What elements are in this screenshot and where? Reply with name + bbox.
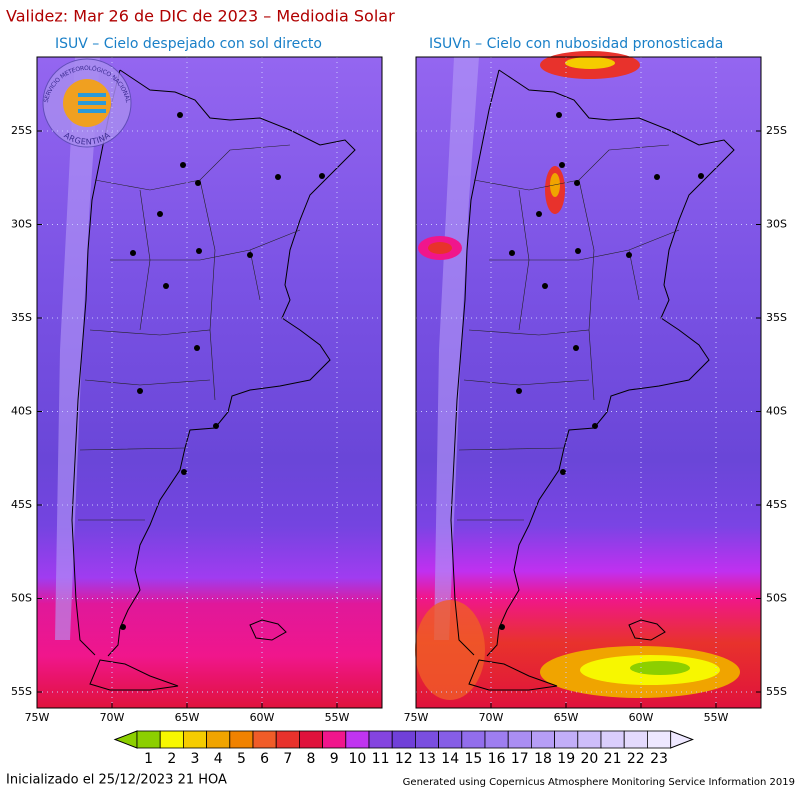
lon-label: 55W [704, 711, 729, 724]
lat-label: 30S [11, 218, 32, 231]
lon-label: 70W [479, 711, 504, 724]
lat-label: 40S [11, 405, 32, 418]
lat-label: 40S [766, 405, 787, 418]
colorbar-label: 4 [214, 751, 223, 767]
colorbar-label: 22 [627, 751, 645, 767]
map-panel-right [415, 51, 761, 708]
lon-label: 75W [404, 711, 429, 724]
colorbar-label: 6 [260, 751, 269, 767]
colorbar-label: 7 [283, 751, 292, 767]
panel-subtitle: ISUVn – Cielo con nubosidad pronosticada [429, 36, 723, 52]
colorbar-swatch [159, 730, 184, 749]
colorbar-swatch [345, 730, 370, 749]
colorbar-label: 21 [604, 751, 622, 767]
lon-label: 65W [175, 711, 200, 724]
lon-label: 75W [25, 711, 50, 724]
colorbar-swatch [206, 730, 231, 749]
colorbar-label: 23 [650, 751, 668, 767]
title: Validez: Mar 26 de DIC de 2023 – Mediodi… [6, 7, 395, 26]
colorbar-swatch [252, 730, 277, 749]
panel-subtitle: ISUV – Cielo despejado con sol directo [55, 36, 322, 52]
colorbar-swatch [577, 730, 602, 749]
colorbar-label: 17 [511, 751, 529, 767]
lat-label: 45S [766, 498, 787, 511]
colorbar-swatch [368, 730, 393, 749]
lon-label: 65W [554, 711, 579, 724]
footer-left: Inicializado el 25/12/2023 21 HOA [6, 773, 227, 788]
lat-label: 35S [766, 311, 787, 324]
colorbar-swatch [484, 730, 509, 749]
colorbar-swatch [391, 730, 416, 749]
colorbar-swatch [531, 730, 556, 749]
colorbar-label: 16 [488, 751, 506, 767]
colorbar-arrow [670, 730, 694, 749]
colorbar-label: 2 [167, 751, 176, 767]
colorbar-label: 19 [557, 751, 575, 767]
lon-label: 60W [250, 711, 275, 724]
colorbar-swatch [507, 730, 532, 749]
panel-frame [36, 56, 383, 709]
lat-label: 45S [11, 498, 32, 511]
colorbar-swatch [600, 730, 625, 749]
lat-label: 50S [11, 592, 32, 605]
colorbar-swatch [136, 730, 161, 749]
lat-label: 55S [11, 685, 32, 698]
colorbar-label: 13 [418, 751, 436, 767]
logo: SERVICIO METEOROLÓGICO NACIONAL ARGENTIN… [42, 58, 132, 148]
colorbar-swatch [298, 730, 323, 749]
colorbar-swatch [438, 730, 463, 749]
lon-label: 70W [100, 711, 125, 724]
colorbar-swatch [461, 730, 486, 749]
colorbar-label: 8 [307, 751, 316, 767]
footer-right: Generated using Copernicus Atmosphere Mo… [403, 777, 795, 788]
colorbar-swatch [322, 730, 347, 749]
colorbar-label: 9 [330, 751, 339, 767]
map-panel-left [37, 57, 382, 708]
colorbar-label: 20 [580, 751, 598, 767]
colorbar-label: 18 [534, 751, 552, 767]
lat-label: 50S [766, 592, 787, 605]
colorbar-swatch [623, 730, 648, 749]
colorbar-arrow [113, 730, 138, 749]
colorbar-swatch [554, 730, 579, 749]
lat-label: 25S [11, 124, 32, 137]
colorbar-swatch [647, 730, 672, 749]
colorbar-label: 3 [191, 751, 200, 767]
colorbar-swatch [275, 730, 300, 749]
colorbar-label: 5 [237, 751, 246, 767]
lat-label: 35S [11, 311, 32, 324]
colorbar-label: 15 [464, 751, 482, 767]
colorbar-swatch [182, 730, 207, 749]
colorbar-label: 11 [372, 751, 390, 767]
lat-label: 55S [766, 685, 787, 698]
colorbar-swatch [229, 730, 254, 749]
colorbar-label: 14 [441, 751, 459, 767]
colorbar-swatch [414, 730, 439, 749]
lon-label: 60W [629, 711, 654, 724]
panel-frame [415, 56, 762, 709]
lon-label: 55W [325, 711, 350, 724]
colorbar-label: 10 [348, 751, 366, 767]
lat-label: 30S [766, 218, 787, 231]
colorbar-label: 12 [395, 751, 413, 767]
lat-label: 25S [766, 124, 787, 137]
colorbar-label: 1 [144, 751, 153, 767]
